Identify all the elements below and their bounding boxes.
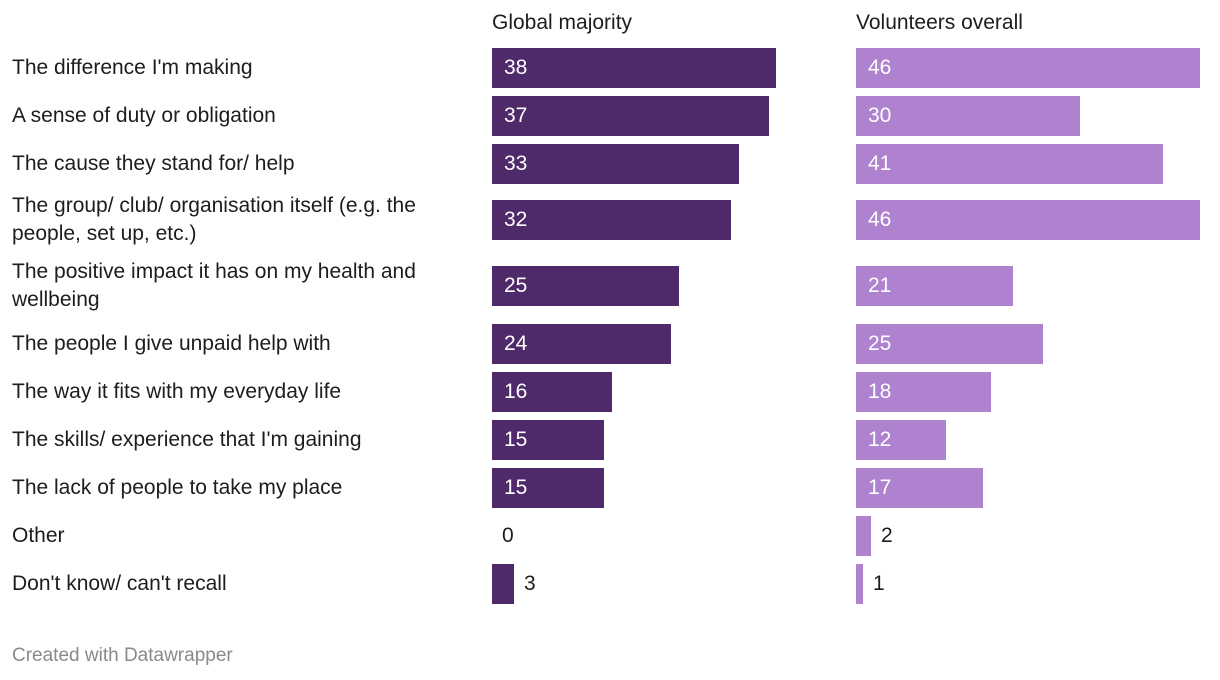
value-label: 41 [868, 152, 892, 175]
bar-2-6 [856, 324, 1043, 364]
credit-text: Created with Datawrapper [12, 645, 233, 666]
bar-1-3 [492, 144, 739, 184]
value-label: 37 [504, 104, 528, 127]
bar-2-11 [856, 564, 863, 604]
category-label: The lack of people to take my place [12, 476, 343, 499]
value-label: 3 [524, 572, 536, 595]
bar-2-9 [856, 468, 983, 508]
bar-1-4 [492, 200, 731, 240]
bar-1-8 [492, 420, 604, 460]
bar-1-9 [492, 468, 604, 508]
value-label: 15 [504, 428, 528, 451]
bar-1-11 [492, 564, 514, 604]
bar-2-7 [856, 372, 991, 412]
bar-2-5 [856, 266, 1013, 306]
value-label: 0 [502, 524, 514, 547]
value-label: 46 [868, 56, 892, 79]
bar-2-8 [856, 420, 946, 460]
bar-2-10 [856, 516, 871, 556]
category-label: The positive impact it has on my health … [12, 260, 416, 311]
bar-2-2 [856, 96, 1080, 136]
value-label: 21 [868, 274, 892, 297]
value-label: 12 [868, 428, 892, 451]
column-header-2: Volunteers overall [856, 11, 1023, 34]
value-label: 16 [504, 380, 528, 403]
category-label: The skills/ experience that I'm gaining [12, 428, 362, 451]
value-label: 25 [504, 274, 528, 297]
column-header-1: Global majority [492, 11, 633, 34]
value-label: 30 [868, 104, 892, 127]
category-label: Other [12, 524, 65, 547]
category-label: The difference I'm making [12, 56, 253, 79]
category-label: The group/ club/ organisation itself (e.… [12, 194, 416, 245]
value-label: 2 [881, 524, 893, 547]
bar-1-2 [492, 96, 769, 136]
bar-1-5 [492, 266, 679, 306]
value-label: 32 [504, 208, 528, 231]
split-bar-chart: Global majority Volunteers overall The dif… [12, 11, 1200, 604]
value-label: 38 [504, 56, 528, 79]
bar-1-1 [492, 48, 776, 88]
category-label: Don't know/ can't recall [12, 572, 227, 595]
bar-1-6 [492, 324, 671, 364]
value-label: 1 [873, 572, 885, 595]
category-label: A sense of duty or obligation [12, 104, 276, 127]
bar-1-7 [492, 372, 612, 412]
value-label: 46 [868, 208, 892, 231]
category-label: The cause they stand for/ help [12, 152, 295, 175]
bar-2-4 [856, 200, 1200, 240]
value-label: 25 [868, 332, 892, 355]
value-label: 15 [504, 476, 528, 499]
value-label: 24 [504, 332, 528, 355]
value-label: 33 [504, 152, 528, 175]
bar-2-3 [856, 144, 1163, 184]
value-label: 17 [868, 476, 892, 499]
category-label: The people I give unpaid help with [12, 332, 331, 355]
category-label: The way it fits with my everyday life [12, 380, 342, 403]
value-label: 18 [868, 380, 892, 403]
bar-2-1 [856, 48, 1200, 88]
